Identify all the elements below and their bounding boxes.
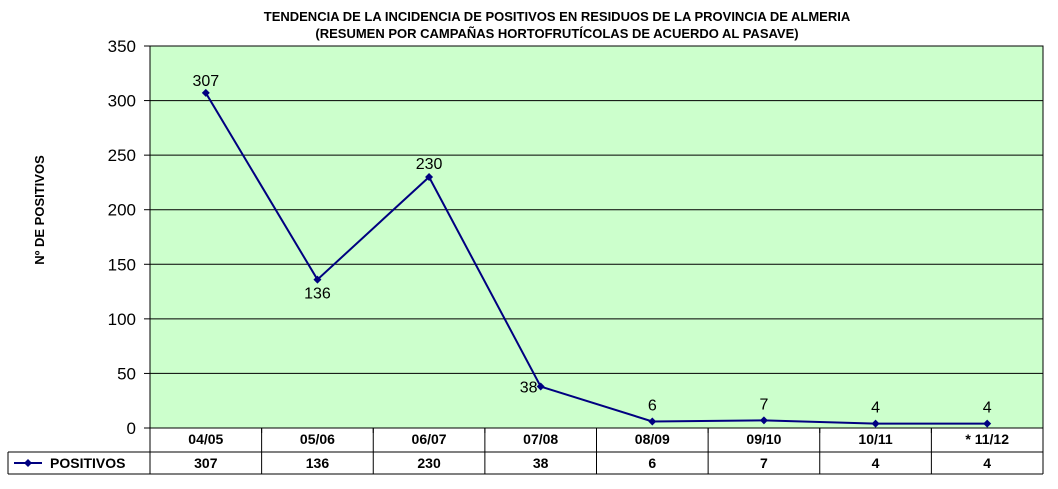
chart-title: TENDENCIA DE LA INCIDENCIA DE POSITIVOS … [264,9,851,24]
series-line [204,92,988,425]
table-category-header: 10/11 [858,431,892,447]
data-point [201,88,210,97]
data-labels: 307 136 230 38 6 7 4 4 [192,73,991,417]
table-category-header: 06/07 [412,431,447,447]
y-axis-label: Nº DE POSITIVOS [32,155,47,265]
table-value-cell: 307 [194,455,218,471]
y-tick-label: 100 [108,310,136,329]
data-label: 38 [520,380,538,397]
data-table: POSITIVOS 04/05 307 05/06 136 06/07 230 07/08 3… [7,428,1044,475]
data-label: 4 [983,400,992,417]
data-label: 136 [304,286,331,303]
table-value-cell: 4 [983,455,991,471]
legend-key: POSITIVOS [14,455,125,471]
table-value-cell: 230 [417,455,441,471]
chart-subtitle: (RESUMEN POR CAMPAÑAS HORTOFRUTÍCOLAS DE… [315,26,798,41]
data-point [983,419,992,428]
table-value-cell: 4 [872,455,880,471]
data-label: 6 [648,397,657,414]
y-tick-label: 250 [108,146,136,165]
plot-area [149,45,1044,429]
y-tick-label: 200 [108,201,136,220]
y-tick-label: 50 [117,364,136,383]
data-point [871,419,880,428]
table-category-header: 08/09 [635,431,670,447]
data-label: 4 [871,400,880,417]
data-point [536,382,545,391]
table-category-header: 05/06 [300,431,335,447]
data-point [759,416,768,425]
table-value-cell: 6 [648,455,656,471]
y-tick-label: 350 [108,37,136,56]
table-category-header: * 11/12 [965,431,1009,447]
series-positivos [201,88,992,428]
data-point [425,172,434,181]
legend-marker [24,459,32,467]
data-label: 230 [416,156,443,173]
table-category-header: 07/08 [523,431,558,447]
table-category-header: 09/10 [746,431,781,447]
y-tick-label: 0 [127,419,136,438]
data-label: 307 [192,73,219,90]
y-tick-label: 300 [108,92,136,111]
table-value-cell: 38 [533,455,549,471]
gridlines [150,100,1043,374]
y-axis-ticks: 0 50 100 150 200 250 300 350 [108,37,150,438]
y-tick-label: 150 [108,255,136,274]
legend-series-name: POSITIVOS [50,455,125,471]
data-point [648,417,657,426]
data-point [313,275,322,284]
data-label: 7 [759,396,768,413]
table-category-header: 04/05 [188,431,223,447]
table-value-cell: 7 [760,455,768,471]
table-value-cell: 136 [306,455,330,471]
